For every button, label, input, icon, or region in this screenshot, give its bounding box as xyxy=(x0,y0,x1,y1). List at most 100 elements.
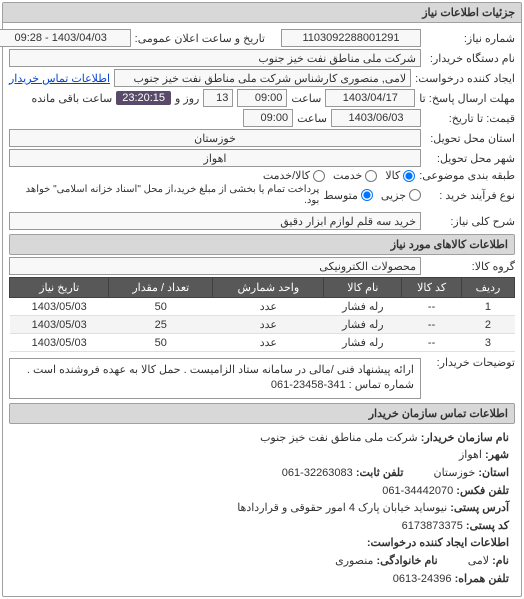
goods-table: ردیفکد کالانام کالاواحد شمارشتعداد / مقد… xyxy=(9,277,515,352)
panel-body: شماره نیاز: 1103092288001291 تاریخ و ساع… xyxy=(3,23,521,596)
radio-medium-item[interactable]: متوسط xyxy=(323,189,373,202)
buyer-contact-link[interactable]: اطلاعات تماس خریدار xyxy=(9,72,110,85)
radio-goods[interactable] xyxy=(403,170,415,182)
process-type-radio-group: جزیی متوسط xyxy=(323,189,421,202)
contact-postal: 6173873375 xyxy=(402,520,463,532)
table-header-cell: ردیف xyxy=(461,278,514,298)
table-row: 3--رله فشارعدد501403/05/03 xyxy=(10,334,515,352)
validity-time-field: 09:00 xyxy=(243,109,293,127)
radio-medium[interactable] xyxy=(361,189,373,201)
goods-section-title: اطلاعات کالاهای مورد نیاز xyxy=(9,234,515,255)
table-cell: 50 xyxy=(109,334,213,352)
radio-small-label: جزیی xyxy=(381,189,406,202)
days-field: 13 xyxy=(203,89,233,107)
contact-address-row: آدرس پستی: نیوساید خیابان پارک 4 امور حق… xyxy=(15,500,509,518)
need-desc-field: خرید سه قلم لوازم ابزار دقیق xyxy=(9,212,421,230)
table-cell: عدد xyxy=(213,298,324,316)
radio-goods-label: کالا xyxy=(385,169,400,182)
radio-medium-label: متوسط xyxy=(323,189,358,202)
table-cell: 50 xyxy=(109,298,213,316)
contact-mobile-label: تلفن همراه: xyxy=(455,573,509,585)
contact-org: شرکت ملی مناطق نفت خیز جنوب xyxy=(260,432,418,444)
contact-mobile: 24396-0613 xyxy=(393,573,452,585)
radio-service-item[interactable]: خدمت xyxy=(333,169,377,182)
table-cell: رله فشار xyxy=(324,316,402,334)
row-need-desc: شرح کلی نیاز: خرید سه قلم لوازم ابزار دق… xyxy=(9,212,515,230)
table-cell: رله فشار xyxy=(324,334,402,352)
group-field: محصولات الکترونیکی xyxy=(9,257,421,275)
contact-province-label: استان: xyxy=(478,467,509,479)
deadline-date-field: 1403/04/17 xyxy=(325,89,415,107)
deadline-time-field: 09:00 xyxy=(237,89,287,107)
req-number-label: شماره نیاز: xyxy=(425,32,515,45)
city-label: شهر محل تحویل: xyxy=(425,152,515,165)
buyer-note-box: ارائه پیشنهاد فنی /مالی در سامانه ستاد ا… xyxy=(9,358,421,399)
panel-title: جزئیات اطلاعات نیاز xyxy=(3,3,521,23)
row-province: استان محل تحویل: خوزستان xyxy=(9,129,515,147)
contact-address: نیوساید خیابان پارک 4 امور حقوقی و قرارد… xyxy=(237,502,447,514)
table-header-cell: تعداد / مقدار xyxy=(109,278,213,298)
announce-label: تاریخ و ساعت اعلان عمومی: xyxy=(135,32,265,45)
subject-type-radio-group: کالا خدمت کالا/خدمت xyxy=(263,169,415,182)
details-panel: جزئیات اطلاعات نیاز شماره نیاز: 11030922… xyxy=(2,2,522,597)
radio-goods-service-item[interactable]: کالا/خدمت xyxy=(263,169,325,182)
contact-creator-section: اطلاعات ایجاد کننده درخواست: xyxy=(15,535,509,553)
contact-fname-label: نام: xyxy=(492,555,509,567)
validity-date-field: 1403/06/03 xyxy=(331,109,421,127)
contact-fax-label: تلفن فکس: xyxy=(456,485,509,497)
table-cell: عدد xyxy=(213,334,324,352)
contact-section-title: اطلاعات تماس سازمان خریدار xyxy=(9,403,515,424)
contact-fname: لامی xyxy=(468,555,489,567)
contact-province: خوزستان xyxy=(433,467,475,479)
contact-org-row: نام سازمان خریدار: شرکت ملی مناطق نفت خی… xyxy=(15,430,509,448)
radio-small-item[interactable]: جزیی xyxy=(381,189,421,202)
contact-postal-label: کد پستی: xyxy=(466,520,509,532)
requester-field: لامی, منصوری کارشناس شرکت ملی مناطق نفت … xyxy=(114,69,411,87)
table-cell: 1403/05/03 xyxy=(10,298,109,316)
radio-small[interactable] xyxy=(409,189,421,201)
table-cell: -- xyxy=(402,334,462,352)
contact-phone-label: تلفن ثابت: xyxy=(356,467,404,479)
table-row: 2--رله فشارعدد251403/05/03 xyxy=(10,316,515,334)
table-header-cell: نام کالا xyxy=(324,278,402,298)
row-validity: قیمت: تا تاریخ: 1403/06/03 ساعت 09:00 xyxy=(9,109,515,127)
contact-city-label: شهر: xyxy=(485,449,509,461)
row-requester: ایجاد کننده درخواست: لامی, منصوری کارشنا… xyxy=(9,69,515,87)
province-label: استان محل تحویل: xyxy=(425,132,515,145)
table-cell: -- xyxy=(402,316,462,334)
table-body: 1--رله فشارعدد501403/05/032--رله فشارعدد… xyxy=(10,298,515,352)
contact-city: اهواز xyxy=(459,449,482,461)
table-cell: 25 xyxy=(109,316,213,334)
validity-until-label: قیمت: تا تاریخ: xyxy=(425,112,515,125)
radio-goods-item[interactable]: کالا xyxy=(385,169,415,182)
contact-lname-label: نام خانوادگی: xyxy=(377,555,438,567)
table-cell: 1 xyxy=(461,298,514,316)
contact-phone: 32263083-061 xyxy=(282,467,353,479)
table-header-cell: واحد شمارش xyxy=(213,278,324,298)
radio-goods-service-label: کالا/خدمت xyxy=(263,169,310,182)
table-cell: 2 xyxy=(461,316,514,334)
radio-goods-service[interactable] xyxy=(313,170,325,182)
time-label-2: ساعت xyxy=(297,112,327,125)
days-label: روز و xyxy=(175,92,199,105)
process-note: پرداخت تمام یا بخشی از مبلغ خرید،از محل … xyxy=(9,184,319,206)
row-subject-type: طبقه بندی موضوعی: کالا خدمت کالا/خدمت xyxy=(9,169,515,182)
deadline-send-label: مهلت ارسال پاسخ: تا xyxy=(419,92,515,105)
row-buyer-note: توضیحات خریدار: ارائه پیشنهاد فنی /مالی … xyxy=(9,356,515,399)
row-process-type: نوع فرآیند خرید : جزیی متوسط پرداخت تمام… xyxy=(9,184,515,206)
table-cell: 1403/05/03 xyxy=(10,316,109,334)
req-number-field: 1103092288001291 xyxy=(281,29,421,47)
row-group: گروه کالا: محصولات الکترونیکی xyxy=(9,257,515,275)
contact-fax-row: تلفن فکس: 34442070-061 xyxy=(15,483,509,501)
radio-service[interactable] xyxy=(365,170,377,182)
table-head: ردیفکد کالانام کالاواحد شمارشتعداد / مقد… xyxy=(10,278,515,298)
table-header-row: ردیفکد کالانام کالاواحد شمارشتعداد / مقد… xyxy=(10,278,515,298)
contact-mobile-row: تلفن همراه: 24396-0613 xyxy=(15,571,509,589)
contact-lname: منصوری xyxy=(335,555,373,567)
row-deadline: مهلت ارسال پاسخ: تا 1403/04/17 ساعت 09:0… xyxy=(9,89,515,107)
contact-city-row: شهر: اهواز xyxy=(15,447,509,465)
contact-box: نام سازمان خریدار: شرکت ملی مناطق نفت خی… xyxy=(9,426,515,592)
row-city: شهر محل تحویل: اهواز xyxy=(9,149,515,167)
subject-type-label: طبقه بندی موضوعی: xyxy=(419,169,515,182)
city-field: اهواز xyxy=(9,149,421,167)
